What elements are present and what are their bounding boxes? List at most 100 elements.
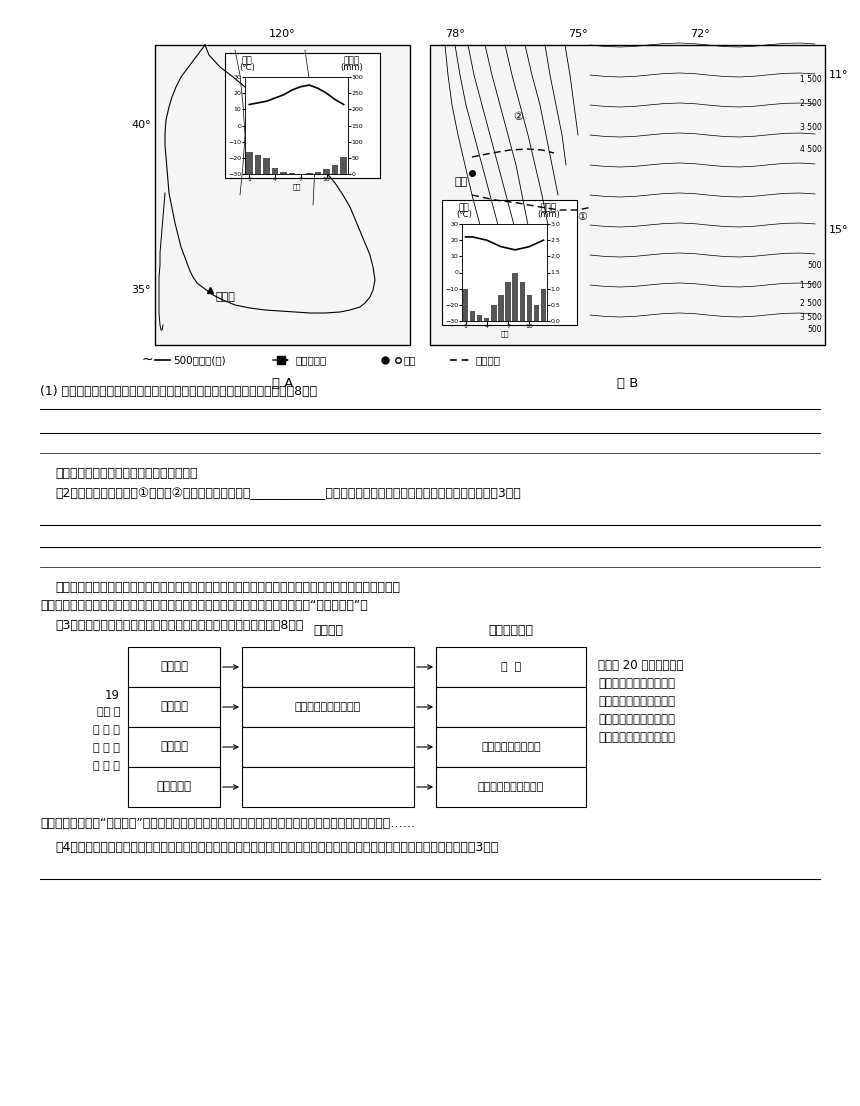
Bar [155, 45, 410, 345]
Text: ~: ~ [141, 353, 153, 367]
Text: 中部山区: 中部山区 [160, 741, 188, 753]
Bar [484, 317, 489, 321]
Bar [128, 647, 220, 687]
Text: (℃): (℃) [239, 63, 255, 72]
Text: 技中心之一，享有“科技之城”的称号，著名的硬谷就坐落这里，还有好莱坤以及很多剧院、画廘、博物馆……: 技中心之一，享有“科技之城”的称号，著名的硬谷就坐落这里，还有好莱坤以及很多剧院… [40, 817, 415, 830]
Text: 渔  业: 渔 业 [501, 662, 521, 672]
X-axis label: 月份: 月份 [501, 331, 509, 337]
Text: （2）秘鲁调水工程线路①与线路②相比，其主要优点是____________。分析秘鲁调水工程建设过程中可能遇到的困难。（3分）: （2）秘鲁调水工程线路①与线路②相比，其主要优点是____________。分析… [55, 487, 521, 500]
Text: 秘鲁农林牧渔生产具有传统优势，但由于管理粗放，生产效率不高。粮食作物以玉米、小麦为主，经济作: 秘鲁农林牧渔生产具有传统优势，但由于管理粗放，生产效率不高。粮食作物以玉米、小麦… [55, 581, 400, 594]
Text: 气温: 气温 [458, 204, 470, 212]
Text: (1) 比较利马与洛杉矶两地降水特征的差异并说明利马降水特征的成因。（8分）: (1) 比较利马与洛杉矶两地降水特征的差异并说明利马降水特征的成因。（8分） [40, 385, 317, 398]
Bar [332, 165, 338, 174]
Bar [128, 766, 220, 807]
Bar [534, 305, 539, 321]
Text: 75°: 75° [568, 29, 588, 39]
Text: 城市: 城市 [403, 355, 415, 365]
Text: 降水量: 降水量 [344, 56, 360, 65]
X-axis label: 月份: 月份 [292, 184, 301, 190]
Text: 35°: 35° [132, 285, 151, 295]
Text: 业的最大基地，是美国科: 业的最大基地，是美国科 [598, 731, 675, 744]
Bar [463, 289, 468, 321]
Text: 500: 500 [808, 325, 822, 334]
Bar [255, 155, 261, 174]
Text: 72°: 72° [690, 29, 710, 39]
Bar [506, 282, 511, 321]
Bar [436, 687, 586, 727]
Text: 沿岘海域: 沿岘海域 [160, 660, 188, 674]
Bar [498, 295, 504, 321]
Text: （4）作为一个传统工业城市，洛杉矶并没有衰落，从地理的角度说出美国在洛杉矶区域可持续发展的过程中做了哪些工作？（3分）: （4）作为一个传统工业城市，洛杉矶并没有衰落，从地理的角度说出美国在洛杉矶区域可… [55, 841, 498, 854]
Bar [470, 311, 476, 321]
Bar [280, 173, 287, 174]
Text: 世纪末 20 世纪初，随着: 世纪末 20 世纪初，随着 [598, 659, 684, 672]
Text: 地理依据: 地理依据 [313, 624, 343, 637]
Text: 跨流域调水是缓解水资源紧张的重要措施。: 跨流域调水是缓解水资源紧张的重要措施。 [55, 467, 198, 480]
Text: (mm): (mm) [538, 210, 561, 219]
Bar [242, 766, 414, 807]
Bar [128, 727, 220, 766]
Text: 1 500: 1 500 [801, 281, 822, 290]
Text: 图 A: 图 A [272, 377, 293, 390]
Bar [272, 168, 279, 174]
Text: 和 电 子: 和 电 子 [93, 761, 120, 771]
Bar [128, 687, 220, 727]
Text: 11°: 11° [829, 70, 849, 80]
Bar [436, 647, 586, 687]
Bar [242, 647, 414, 687]
Bar [513, 272, 518, 321]
Text: 美 国 西: 美 国 西 [93, 726, 120, 735]
Bar [519, 282, 525, 321]
Text: 2 500: 2 500 [801, 299, 822, 307]
Bar [242, 727, 414, 766]
Bar [491, 305, 496, 321]
Text: 油化工、海洋、航天工业: 油化工、海洋、航天工业 [598, 713, 675, 726]
Text: 石油 的: 石油 的 [96, 707, 120, 717]
Bar [315, 173, 321, 174]
Bar [436, 766, 586, 807]
Text: 19: 19 [105, 689, 120, 702]
Bar [225, 53, 380, 178]
Bar [323, 169, 329, 174]
Text: 部最大的城市。现已成为: 部最大的城市。现已成为 [598, 695, 675, 708]
Bar [263, 158, 270, 174]
Text: 120°: 120° [269, 29, 296, 39]
Text: 3 500: 3 500 [800, 123, 822, 132]
Text: 4 500: 4 500 [800, 146, 822, 155]
Text: 美 国 石: 美 国 石 [93, 743, 120, 753]
Text: 咋嘚、可可等经济作物: 咋嘚、可可等经济作物 [478, 782, 544, 792]
Text: 气温: 气温 [242, 56, 252, 65]
Text: 15°: 15° [829, 225, 849, 234]
Bar [477, 314, 482, 321]
Text: ②: ② [513, 112, 523, 122]
Bar [430, 45, 825, 345]
Text: 降水量: 降水量 [541, 204, 557, 212]
Text: 2 500: 2 500 [801, 98, 822, 107]
Bar [242, 687, 414, 727]
Bar [526, 295, 532, 321]
Text: 3 500: 3 500 [800, 313, 822, 322]
Text: 农业发展方向: 农业发展方向 [488, 624, 533, 637]
Text: 发现，洛杉矶迅速发展成: 发现，洛杉矶迅速发展成 [598, 677, 675, 690]
Text: 洛杉矶: 洛杉矶 [215, 292, 235, 302]
Text: ①: ① [577, 212, 587, 222]
Bar [541, 289, 546, 321]
Text: 图 B: 图 B [617, 377, 638, 390]
Bar [341, 157, 347, 174]
Text: 河流、湖泊: 河流、湖泊 [295, 355, 326, 365]
Text: 500: 500 [808, 261, 822, 270]
Bar [246, 152, 253, 174]
Text: 光热充足、有灸溉水源: 光热充足、有灸溉水源 [295, 702, 361, 712]
Text: 1 500: 1 500 [801, 75, 822, 84]
Text: 40°: 40° [132, 119, 151, 131]
Bar [436, 727, 586, 766]
Text: 78°: 78° [445, 29, 465, 39]
Text: 500等高线(米): 500等高线(米) [173, 355, 225, 365]
Text: （3）根据因地制宜的原则，结合材料和所学知识完成下列表格。（8分）: （3）根据因地制宜的原则，结合材料和所学知识完成下列表格。（8分） [55, 619, 304, 632]
Text: 沿海平原: 沿海平原 [160, 700, 188, 713]
Text: 利马: 利马 [455, 177, 468, 187]
Text: (mm): (mm) [341, 63, 364, 72]
Text: 东部雨林区: 东部雨林区 [157, 781, 192, 793]
Text: 以羊驼为主的蓄牧业: 以羊驼为主的蓄牧业 [482, 742, 541, 752]
Text: 调水线路: 调水线路 [475, 355, 500, 365]
